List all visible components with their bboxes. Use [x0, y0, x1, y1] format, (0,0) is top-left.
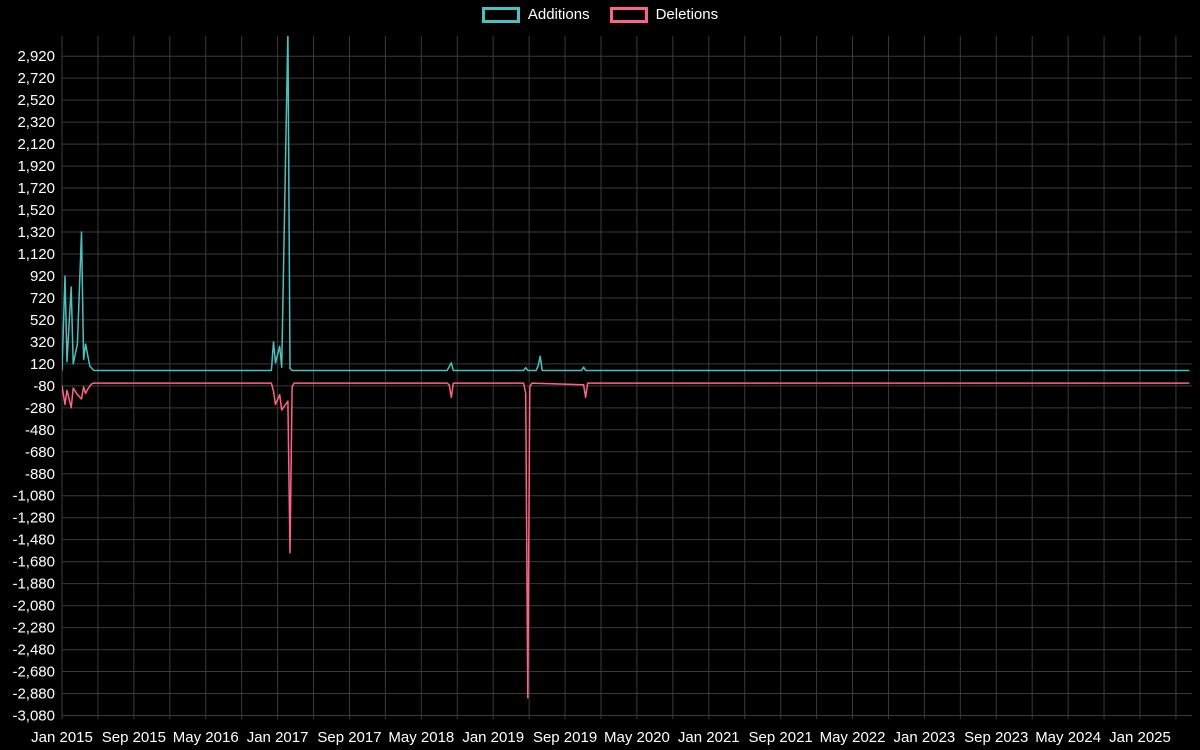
- y-axis-tick-label: 1,320: [17, 224, 55, 241]
- x-axis-tick-label: Jan 2025: [1109, 729, 1171, 746]
- x-axis-tick-label: Jan 2023: [894, 729, 956, 746]
- y-axis-tick-label: -880: [25, 466, 55, 483]
- y-axis-tick-label: -280: [25, 400, 55, 417]
- legend-label-deletions: Deletions: [655, 6, 719, 23]
- x-axis-tick-label: May 2018: [388, 729, 454, 746]
- x-axis-tick-label: Sep 2021: [749, 729, 813, 746]
- additions-swatch-icon: [481, 6, 520, 23]
- y-axis-tick-label: 1,520: [17, 202, 55, 219]
- y-axis-tick-label: 720: [30, 290, 55, 307]
- x-axis-tick-label: Jan 2021: [678, 729, 740, 746]
- y-axis-tick-label: -1,680: [12, 554, 55, 571]
- y-axis-tick-label: -2,680: [12, 664, 55, 681]
- y-axis-tick-label: 1,920: [17, 158, 55, 175]
- legend-label-additions: Additions: [527, 6, 590, 23]
- x-axis-tick-label: Sep 2019: [533, 729, 597, 746]
- series-lines: [62, 36, 1190, 699]
- horizontal-gridlines: [62, 55, 1192, 716]
- y-axis-tick-label: -3,080: [12, 708, 55, 725]
- y-axis-tick-label: 1,720: [17, 180, 55, 197]
- y-axis-tick-label: 2,720: [17, 70, 55, 87]
- x-axis-tick-label: Jan 2019: [462, 729, 524, 746]
- y-axis-tick-label: -2,280: [12, 620, 55, 637]
- y-axis-tick-label: 920: [30, 268, 55, 285]
- y-axis-tick-label: 2,320: [17, 114, 55, 131]
- y-axis-tick-label: 2,920: [17, 48, 55, 65]
- y-axis-tick-label: -1,080: [12, 488, 55, 505]
- vertical-gridlines: [61, 36, 1177, 719]
- x-axis-tick-label: Sep 2017: [317, 729, 381, 746]
- x-axis-tick-label: May 2020: [604, 729, 670, 746]
- y-axis-tick-label: -2,480: [12, 642, 55, 659]
- deletions-swatch-icon: [609, 6, 648, 23]
- y-axis-tick-label: -480: [25, 422, 55, 439]
- y-axis-tick-label: 120: [30, 356, 55, 373]
- x-axis-tick-label: Sep 2023: [964, 729, 1028, 746]
- y-axis-tick-label: -2,080: [12, 598, 55, 615]
- y-axis-tick-label: -680: [25, 444, 55, 461]
- y-axis-tick-label: -1,880: [12, 576, 55, 593]
- y-axis-tick-label: -80: [33, 378, 55, 395]
- deletions-line: [62, 382, 1190, 699]
- y-axis-tick-label: -1,280: [12, 510, 55, 527]
- x-axis-tick-label: Jan 2015: [31, 729, 93, 746]
- x-axis-tick-label: Sep 2015: [102, 729, 166, 746]
- additions-line: [62, 36, 1190, 372]
- x-axis-tick-label: Jan 2017: [247, 729, 309, 746]
- y-axis-tick-label: 320: [30, 334, 55, 351]
- y-axis-tick-label: -1,480: [12, 532, 55, 549]
- y-axis-tick-label: -2,880: [12, 686, 55, 703]
- y-axis-tick-label: 520: [30, 312, 55, 329]
- legend-item-additions[interactable]: Additions: [481, 6, 590, 23]
- legend-item-deletions[interactable]: Deletions: [609, 6, 719, 23]
- x-axis-tick-label: May 2024: [1035, 729, 1101, 746]
- chart-legend: Additions Deletions: [0, 6, 1200, 23]
- y-axis-labels: 2,920 2,720 2,520 2,320 2,120 1,920 1,720 1,520…: [12, 48, 55, 724]
- y-axis-tick-label: 2,520: [17, 92, 55, 109]
- y-axis-tick-label: 2,120: [17, 136, 55, 153]
- x-axis-tick-label: May 2016: [173, 729, 239, 746]
- x-axis-tick-label: May 2022: [820, 729, 886, 746]
- y-axis-tick-label: 1,120: [17, 246, 55, 263]
- x-axis-labels: Jan 2015 Sep 2015 May 2016 Jan 2017 Sep 2017…: [31, 729, 1171, 746]
